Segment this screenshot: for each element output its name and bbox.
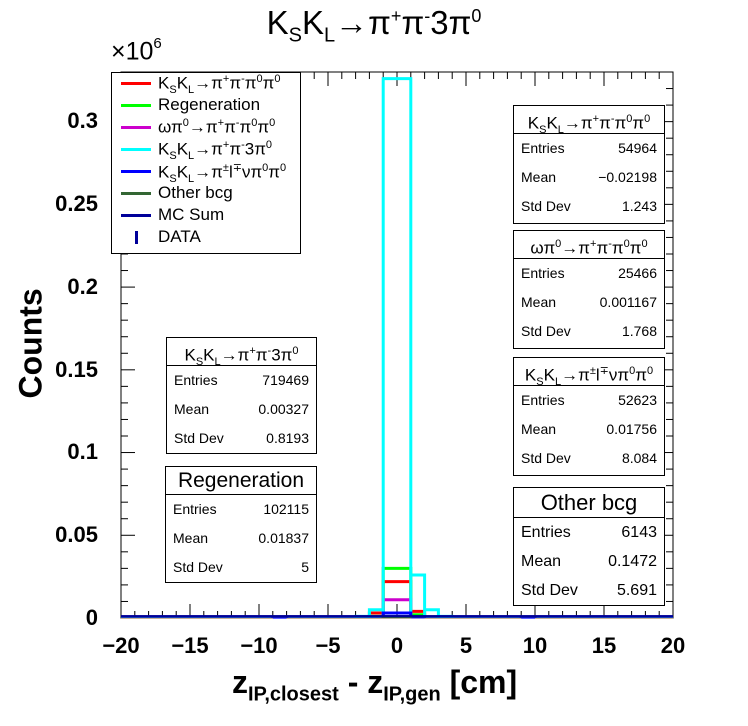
stats-row-stddev: Std Dev 0.8193 <box>174 430 309 446</box>
stats-row-stddev: Std Dev 5.691 <box>521 582 657 599</box>
stats-box-semileptonic: KSKL→π±l∓νπ0π0 Entries 52623 Mean 0.01756 … <box>513 357 665 476</box>
legend-swatch <box>121 82 151 85</box>
x-tick-label: 0 <box>390 633 404 658</box>
legend-swatch <box>135 231 138 244</box>
stats-row-entries: Entries 6143 <box>521 524 657 541</box>
legend-item: DATA <box>112 227 300 249</box>
stats-row-stddev: Std Dev 5 <box>173 559 309 575</box>
x-axis-label: zIP,closest - zIP,gen [cm] <box>232 664 518 706</box>
legend-label: Regeneration <box>158 95 261 114</box>
legend-swatch <box>121 126 151 129</box>
legend-item: MC Sum <box>112 205 300 227</box>
x-tick-label: 10 <box>522 633 548 658</box>
stats-row-entries: Entries 52623 <box>521 392 657 408</box>
legend-label: DATA <box>158 227 201 246</box>
y-tick-label: 0.05 <box>55 522 98 547</box>
stats-title: KSKL→π+π-3π0 <box>167 338 316 368</box>
legend-item: KSKL→π+π-π0π0 <box>112 73 300 97</box>
legend-swatch <box>121 214 151 217</box>
legend-swatch <box>121 170 151 173</box>
legend-label: KSKL→π+π-π0π0 <box>158 73 281 97</box>
x-tick-label: 5 <box>459 633 473 658</box>
y-tick-label: 0.3 <box>67 108 98 133</box>
stats-row-entries: Entries 719469 <box>174 372 309 388</box>
legend-item: Regeneration <box>112 95 300 117</box>
stats-box-omega: ωπ0→π+π-π0π0 Entries 25466 Mean 0.001167 S… <box>513 230 665 349</box>
legend-label: Other bcg <box>158 183 233 202</box>
x-tick-label: 15 <box>591 633 617 658</box>
x-tick-label: −20 <box>102 633 140 658</box>
legend-item: Other bcg <box>112 183 300 205</box>
legend-swatch <box>121 148 151 151</box>
legend-item: ωπ0→π+π-π0π0 <box>112 117 300 139</box>
stats-row-entries: Entries 25466 <box>521 265 657 281</box>
stats-title: KSKL→π+π-π0π0 <box>514 106 664 136</box>
y-tick-label: 0 <box>85 605 98 630</box>
stats-title: ωπ0→π+π-π0π0 <box>514 231 664 259</box>
stats-row-mean: Mean 0.001167 <box>521 294 657 310</box>
y-axis-exponent: ×106 <box>111 35 162 66</box>
stats-row-entries: Entries 102115 <box>173 501 309 517</box>
chart-title: KSKL→π+π-3π0 <box>266 4 482 47</box>
x-tick-label: −10 <box>240 633 278 658</box>
stats-row-stddev: Std Dev 8.084 <box>521 450 657 466</box>
legend: KSKL→π+π-π0π0 Regeneration ωπ0→π+π-π0π0 … <box>111 72 301 254</box>
legend-item: KSKL→π+π-3π0 <box>112 139 300 163</box>
histogram-layer <box>121 77 673 619</box>
y-tick-label: 0.2 <box>67 274 98 299</box>
legend-swatch <box>121 104 151 107</box>
stats-row-mean: Mean −0.02198 <box>521 169 657 185</box>
series-histogram <box>354 77 454 618</box>
x-tick-label: −5 <box>315 633 341 658</box>
stats-box-pipipi0pi0: KSKL→π+π-π0π0 Entries 54964 Mean −0.02198 … <box>513 105 665 224</box>
y-tick-label: 0.25 <box>55 191 98 216</box>
y-tick-label: 0.1 <box>67 439 98 464</box>
stats-row-mean: Mean 0.01837 <box>173 530 309 546</box>
legend-label: ωπ0→π+π-π0π0 <box>158 117 276 137</box>
stats-row-stddev: Std Dev 1.243 <box>521 198 657 214</box>
stats-box-other-bcg: Other bcg Entries 6143 Mean 0.1472 Std Dev… <box>513 487 665 606</box>
stats-row-mean: Mean 0.01756 <box>521 421 657 437</box>
stats-row-mean: Mean 0.00327 <box>174 401 309 417</box>
legend-swatch <box>121 192 151 195</box>
stats-box-pipi3pi0: KSKL→π+π-3π0 Entries 719469 Mean 0.00327 S… <box>166 337 317 454</box>
legend-label: KSKL→π±l∓νπ0π0 <box>158 162 287 186</box>
x-tick-label: −15 <box>171 633 209 658</box>
legend-item: KSKL→π±l∓νπ0π0 <box>112 161 300 186</box>
y-tick-label: 0.15 <box>55 357 98 382</box>
legend-label: KSKL→π+π-3π0 <box>158 139 273 163</box>
stats-row-mean: Mean 0.1472 <box>521 553 657 570</box>
stats-title: KSKL→π±l∓νπ0π0 <box>514 358 664 388</box>
stats-title: Other bcg <box>514 488 664 518</box>
x-tick-label: 20 <box>660 633 686 658</box>
stats-row-stddev: Std Dev 1.768 <box>521 323 657 339</box>
legend-label: MC Sum <box>158 205 225 224</box>
stats-title: Regeneration <box>166 467 316 495</box>
stats-box-regeneration: Regeneration Entries 102115 Mean 0.01837 S… <box>165 466 317 583</box>
stats-row-entries: Entries 54964 <box>521 140 657 156</box>
